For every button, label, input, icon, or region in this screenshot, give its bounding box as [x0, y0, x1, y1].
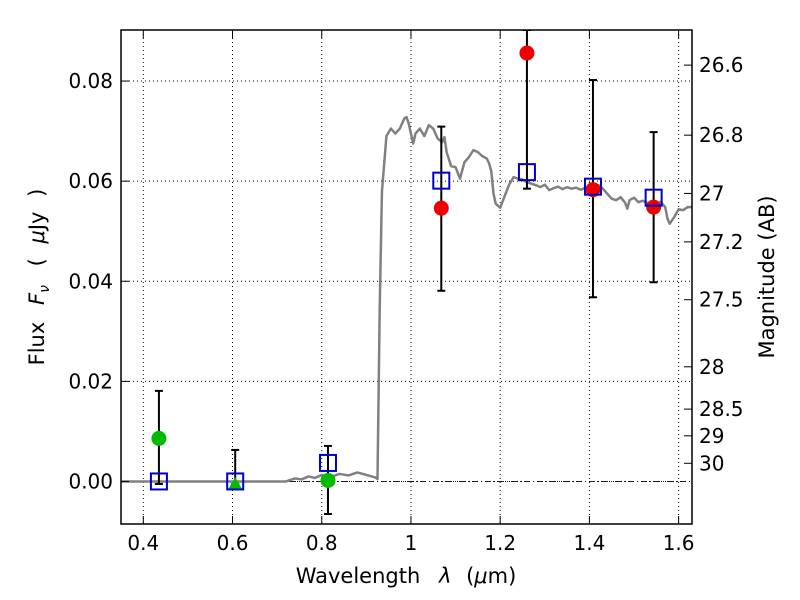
- magnitude-axis-label: Magnitude (AB): [755, 195, 779, 358]
- x-tick-label: 1: [405, 531, 418, 555]
- model-photometry-markers: [149, 163, 663, 491]
- observed-point: [519, 45, 535, 61]
- y-axis-ticks: 0.00 0.02 0.04 0.06 0.08: [68, 69, 129, 493]
- observed-point: [320, 472, 336, 488]
- magnitude-tick-label: 28: [699, 355, 724, 379]
- x-axis-label: Wavelength λ (μm): [296, 564, 517, 588]
- observed-point-triangle: [228, 476, 243, 490]
- plot-frame: [120, 29, 693, 525]
- magnitude-tick-label: 26.8: [699, 123, 744, 147]
- model-photometry-point: [149, 472, 168, 491]
- observed-point: [151, 430, 167, 446]
- x-tick-label: 0.6: [217, 531, 249, 555]
- magnitude-tick-label: 28.5: [699, 397, 744, 421]
- x-tick-label: 1.4: [573, 531, 605, 555]
- model-photometry-point: [318, 453, 337, 472]
- y-tick-label: 0.02: [68, 369, 113, 393]
- x-tick-label: 0.8: [306, 531, 338, 555]
- x-tick-label: 0.4: [127, 531, 159, 555]
- observed-point: [646, 199, 662, 215]
- y-axis-label: Flux Fν ( μJy ): [25, 189, 54, 366]
- x-tick-label: 1.6: [663, 531, 695, 555]
- model-photometry-point: [644, 188, 663, 207]
- model-photometry-point: [583, 177, 602, 196]
- model-photometry-point: [432, 171, 451, 190]
- magnitude-tick-label: 30: [699, 451, 724, 475]
- x-tick-label: 1.2: [484, 531, 516, 555]
- observed-point: [585, 182, 601, 198]
- observed-point: [433, 200, 449, 216]
- magnitude-axis-ticks: 26.6 26.8 27 27.2 27.5 28 28.5 29 30: [684, 53, 744, 475]
- magnitude-tick-label: 27.2: [699, 230, 744, 254]
- y-tick-label: 0.06: [68, 169, 113, 193]
- model-spectrum-line: [121, 115, 692, 483]
- y-tick-label: 0.00: [68, 469, 113, 493]
- y-tick-label: 0.08: [68, 69, 113, 93]
- x-axis-ticks: 0.4 0.6 0.8 1 1.2 1.4 1.6: [127, 30, 695, 555]
- y-tick-label: 0.04: [68, 269, 113, 293]
- model-photometry-point: [517, 163, 536, 182]
- magnitude-tick-label: 27.5: [699, 288, 744, 312]
- magnitude-tick-label: 26.6: [699, 53, 744, 77]
- magnitude-tick-label: 29: [699, 424, 724, 448]
- magnitude-tick-label: 27: [699, 181, 724, 205]
- observed-markers: [151, 45, 662, 490]
- model-photometry-point: [226, 472, 245, 491]
